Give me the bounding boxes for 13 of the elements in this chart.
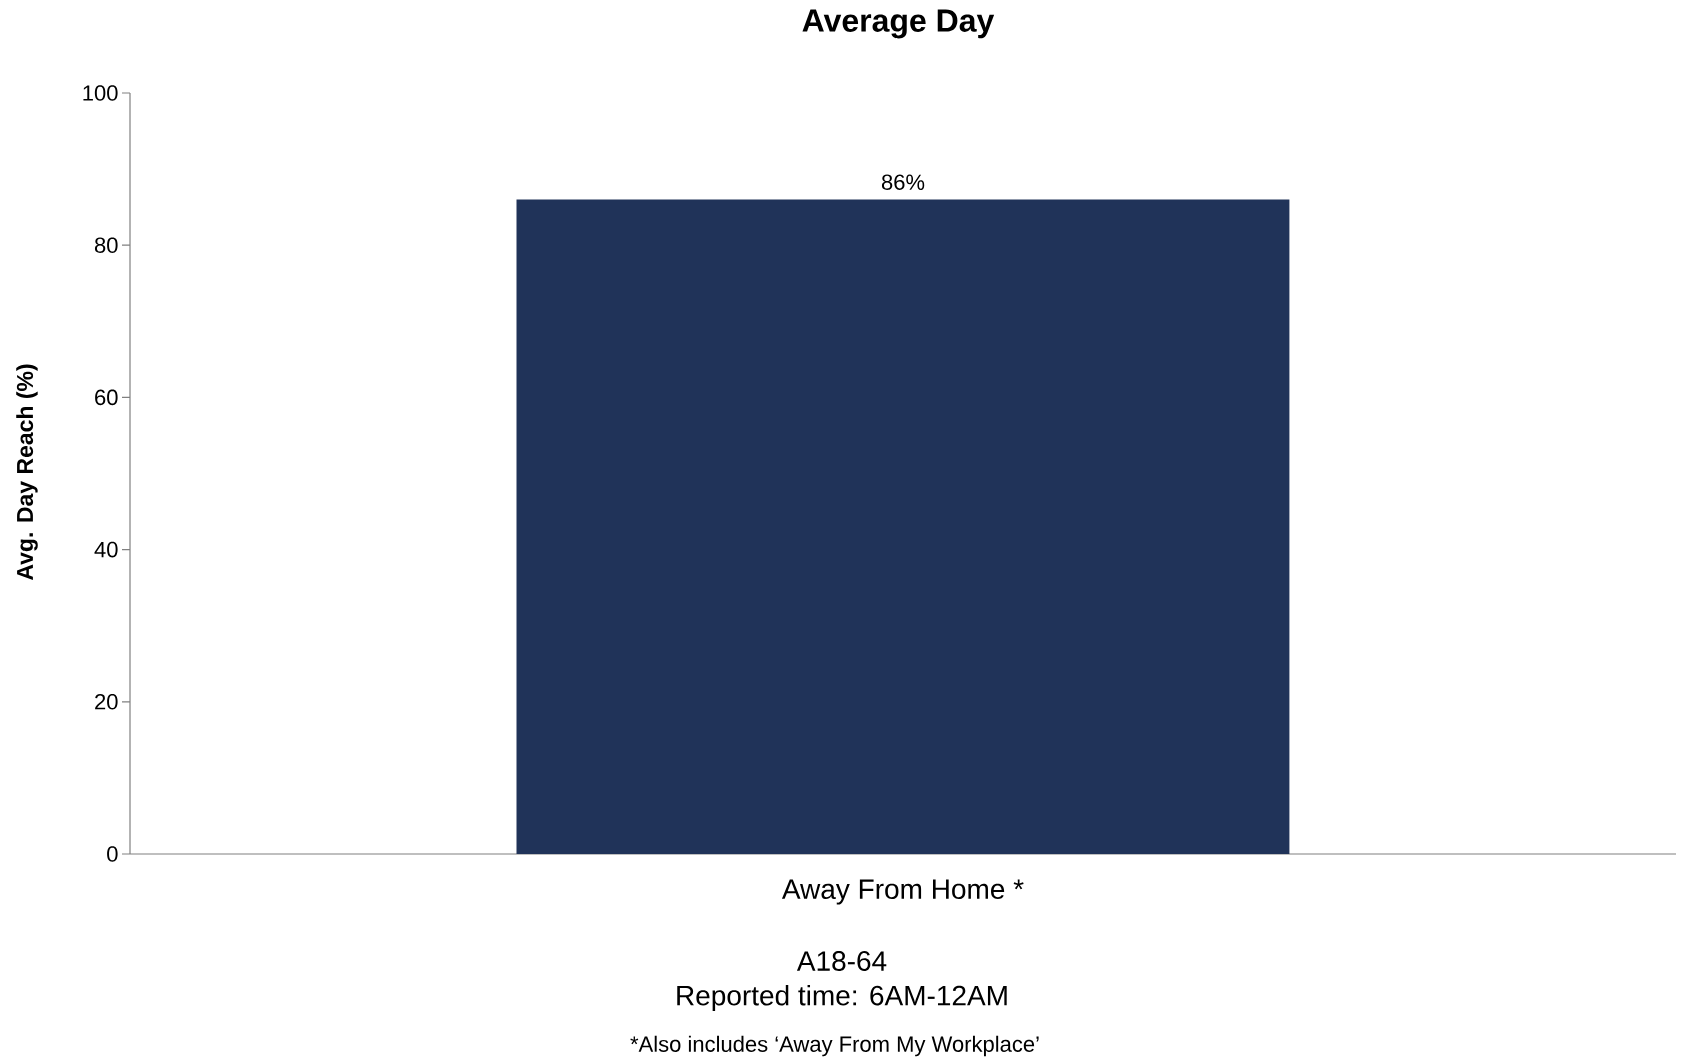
text: A18-64 [796,951,887,971]
y-tick-label: 20 [95,694,118,710]
data-label: 86% [881,174,925,190]
y-axis-title: Avg. Day Reach (%) [16,364,38,581]
y-tick-label: 40 [94,541,118,558]
y-tick-label: 60 [95,389,118,406]
y-tick-label: 80 [94,237,118,253]
text: Reported time: 6AM-12AM [677,984,1007,1012]
y-tick-label: 0 [107,846,118,862]
chart-title: Average Day [802,9,995,39]
y-tick-label: 100 [83,85,118,101]
text: *Also includes ‘Away From My Workplace’ [630,1035,1039,1057]
x-tick-label: Away From Home * [781,879,1024,905]
